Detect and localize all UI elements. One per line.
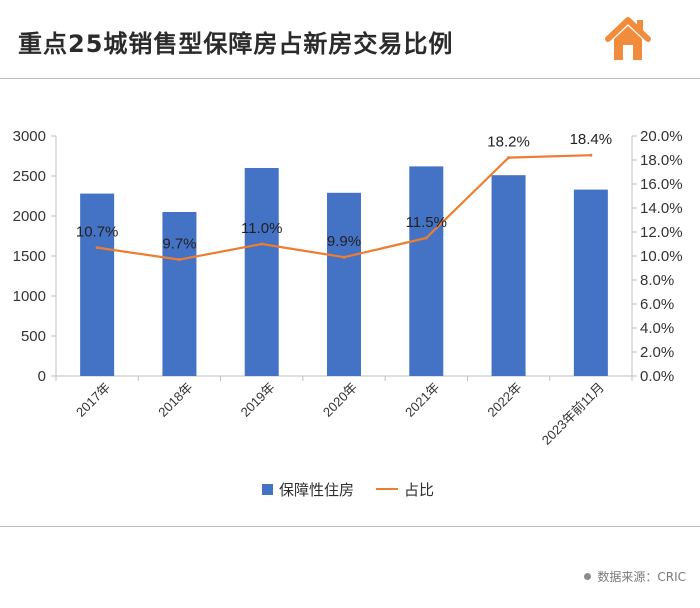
data-label: 11.0% [241, 220, 282, 237]
data-label: 9.9% [327, 233, 361, 250]
data-label: 18.2% [487, 134, 530, 151]
y-left-tick-label: 1000 [13, 288, 46, 305]
data-label: 10.7% [76, 224, 119, 241]
source-note: 数据来源：CRIC [584, 568, 686, 585]
y-right-tick-label: 8.0% [640, 272, 674, 289]
bar [80, 193, 115, 376]
y-left-tick-label: 1500 [13, 248, 46, 265]
y-right-tick-label: 0.0% [640, 368, 674, 385]
data-label: 9.7% [162, 236, 196, 253]
y-right-tick-label: 4.0% [640, 320, 674, 337]
y-right-tick-label: 2.0% [640, 344, 674, 361]
x-tick-label: 2017年 [73, 380, 113, 420]
bar [162, 212, 197, 376]
header: 重点25城销售型保障房占新房交易比例 [0, 0, 700, 80]
y-left-tick-label: 2500 [13, 168, 46, 185]
data-label: 11.5% [406, 214, 447, 231]
data-label: 18.4% [570, 131, 613, 148]
x-tick-label: 2021年 [402, 380, 442, 420]
y-right-tick-label: 14.0% [640, 200, 683, 217]
bar [491, 175, 526, 376]
title-divider [0, 78, 700, 79]
line-point [589, 153, 593, 157]
legend-label-line: 占比 [404, 480, 435, 499]
line-point [342, 255, 346, 259]
y-left-tick-label: 3000 [13, 128, 46, 145]
x-tick-label: 2023年前11月 [539, 380, 607, 448]
y-right-tick-label: 10.0% [640, 248, 683, 265]
legend-swatch-line [376, 488, 399, 490]
y-right-tick-label: 16.0% [640, 176, 683, 193]
y-right-tick-label: 20.0% [640, 128, 683, 145]
line-point [177, 258, 181, 262]
y-left-tick-label: 0 [38, 368, 46, 385]
x-tick-label: 2018年 [155, 380, 195, 420]
y-right-tick-label: 12.0% [640, 224, 683, 241]
line-point [260, 242, 264, 246]
y-left-tick-label: 2000 [13, 208, 46, 225]
legend-swatch-bar [262, 483, 273, 495]
y-right-tick-label: 6.0% [640, 296, 674, 313]
line-point [507, 156, 511, 160]
x-tick-label: 2020年 [320, 380, 360, 420]
line-point [424, 236, 428, 240]
bar [409, 166, 444, 376]
source-text: 数据来源：CRIC [597, 570, 686, 584]
footer-divider [0, 526, 700, 527]
y-right-tick-label: 18.0% [640, 152, 683, 169]
house-icon [605, 17, 651, 60]
y-left-tick-label: 500 [21, 328, 46, 345]
x-tick-label: 2022年 [484, 380, 524, 420]
bar [327, 192, 361, 376]
page-title: 重点25城销售型保障房占新房交易比例 [18, 30, 454, 58]
bar [244, 168, 279, 376]
bar [573, 189, 608, 376]
bullet-icon [584, 573, 592, 580]
x-tick-label: 2019年 [238, 380, 278, 420]
chart-legend: 保障性住房 占比 [262, 478, 434, 500]
legend-label-bar: 保障性住房 [279, 480, 355, 499]
line-point [95, 246, 99, 250]
